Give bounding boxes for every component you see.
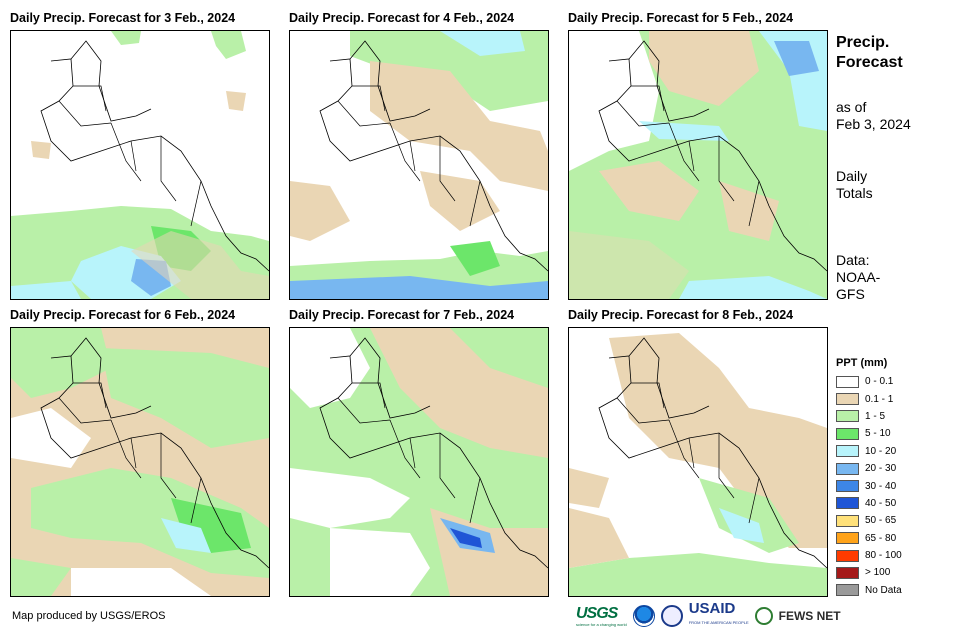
data-line2: NOAA- xyxy=(836,269,881,285)
fews-globe-icon xyxy=(754,607,773,625)
panel-title-1: Daily Precip. Forecast for 3 Feb., 2024 xyxy=(10,11,236,25)
legend-item: 20 - 30 xyxy=(836,460,902,477)
precip-overlay xyxy=(569,333,827,596)
panel-title-5: Daily Precip. Forecast for 7 Feb., 2024 xyxy=(289,308,515,322)
forecast-map-6 xyxy=(568,327,828,597)
legend-item: 80 - 100 xyxy=(836,547,902,564)
precip-overlay xyxy=(11,328,269,596)
forecast-map-4 xyxy=(10,327,270,597)
legend-swatch xyxy=(836,532,859,545)
totals-line2: Totals xyxy=(836,185,873,201)
panel-title-2: Daily Precip. Forecast for 4 Feb., 2024 xyxy=(289,11,515,25)
legend-title: PPT (mm) xyxy=(836,357,888,369)
legend-item: 10 - 20 xyxy=(836,443,902,460)
country-borders xyxy=(616,382,760,524)
legend-label: 80 - 100 xyxy=(865,550,902,562)
usgs-logo-text: USGS xyxy=(576,605,618,622)
side-title-line2: Forecast xyxy=(836,54,903,71)
legend-swatch xyxy=(836,427,859,440)
legend-label: 65 - 80 xyxy=(865,532,897,544)
legend-swatch xyxy=(836,480,859,493)
as-of-line1: as of xyxy=(836,99,867,115)
fews-logo-text: FEWS NET xyxy=(778,609,841,623)
legend-item: 40 - 50 xyxy=(836,495,902,512)
legend-swatch xyxy=(836,549,859,562)
legend-label: No Data xyxy=(865,584,902,596)
usgs-tagline: science for a changing world xyxy=(576,622,627,627)
legend-item: 30 - 40 xyxy=(836,477,902,494)
map-credit: Map produced by USGS/EROS xyxy=(12,610,166,622)
country-borders xyxy=(616,85,760,227)
legend-swatch xyxy=(836,514,859,527)
legend-swatch xyxy=(836,566,859,579)
legend-swatch xyxy=(836,375,859,388)
country-borders xyxy=(58,382,202,524)
legend-item: 65 - 80 xyxy=(836,530,902,547)
legend-label: 1 - 5 xyxy=(865,410,886,422)
side-title-line1: Precip. xyxy=(836,34,890,51)
legend-item: 1 - 5 xyxy=(836,408,902,425)
daily-totals-note: Daily Totals xyxy=(836,168,873,202)
legend-label: 5 - 10 xyxy=(865,428,891,440)
forecast-map-5 xyxy=(289,327,549,597)
legend-item: 0 - 0.1 xyxy=(836,373,902,390)
precip-legend: PPT (mm) 0 - 0.1 0.1 - 1 1 - 5 5 - 10 10 - 2… xyxy=(836,357,902,599)
forecast-map-1 xyxy=(10,30,270,300)
legend-swatch xyxy=(836,393,859,406)
totals-line1: Daily xyxy=(836,168,868,184)
legend-swatch xyxy=(836,584,859,597)
as-of-line2: Feb 3, 2024 xyxy=(836,116,911,132)
precip-overlay xyxy=(569,31,827,299)
precip-overlay xyxy=(290,328,548,596)
agency-logos: USGS science for a changing world USAID … xyxy=(576,600,841,630)
legend-label: 0 - 0.1 xyxy=(865,376,894,388)
usda-logo-icon xyxy=(660,605,683,627)
legend-label: > 100 xyxy=(865,567,891,579)
precip-overlay xyxy=(11,31,269,299)
legend-swatch xyxy=(836,462,859,475)
legend-label: 10 - 20 xyxy=(865,445,897,457)
legend-label: 30 - 40 xyxy=(865,480,897,492)
side-title: Precip. Forecast xyxy=(836,33,903,73)
legend-swatch xyxy=(836,445,859,458)
country-borders xyxy=(58,85,202,227)
legend-label: 50 - 65 xyxy=(865,515,897,527)
legend-item: No Data xyxy=(836,582,902,599)
usaid-logo: USAID FROM THE AMERICAN PEOPLE xyxy=(688,600,749,630)
country-borders xyxy=(337,85,481,227)
data-line3: GFS xyxy=(836,286,865,302)
usaid-tagline: FROM THE AMERICAN PEOPLE xyxy=(688,620,749,625)
forecast-map-3 xyxy=(568,30,828,300)
as-of-date: as of Feb 3, 2024 xyxy=(836,99,911,133)
noaa-logo-icon xyxy=(632,605,655,627)
legend-swatch xyxy=(836,410,859,423)
legend-item: 0.1 - 1 xyxy=(836,390,902,407)
precip-overlay xyxy=(290,31,548,299)
legend-swatch xyxy=(836,497,859,510)
country-borders xyxy=(337,382,481,524)
panel-title-4: Daily Precip. Forecast for 6 Feb., 2024 xyxy=(10,308,236,322)
usaid-logo-text: USAID xyxy=(688,600,736,617)
legend-item: > 100 xyxy=(836,564,902,581)
panel-title-6: Daily Precip. Forecast for 8 Feb., 2024 xyxy=(568,308,794,322)
legend-label: 0.1 - 1 xyxy=(865,393,894,405)
legend-label: 20 - 30 xyxy=(865,463,897,475)
legend-label: 40 - 50 xyxy=(865,497,897,509)
data-source: Data: NOAA- GFS xyxy=(836,252,880,303)
usgs-logo: USGS science for a changing world xyxy=(576,605,627,627)
panel-title-3: Daily Precip. Forecast for 5 Feb., 2024 xyxy=(568,11,794,25)
legend-item: 50 - 65 xyxy=(836,512,902,529)
data-line1: Data: xyxy=(836,252,870,268)
forecast-map-2 xyxy=(289,30,549,300)
legend-item: 5 - 10 xyxy=(836,425,902,442)
